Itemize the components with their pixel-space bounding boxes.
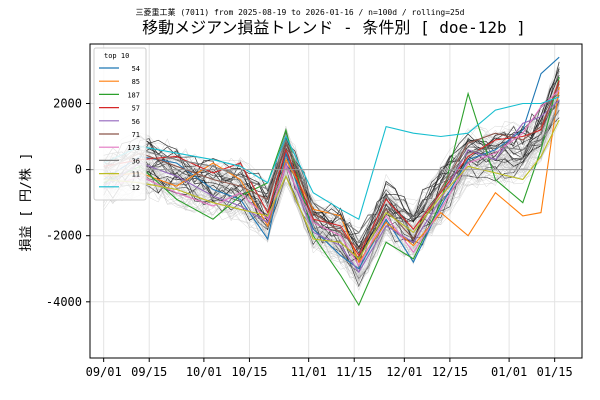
y-tick-label: 0 <box>75 163 82 177</box>
background-line <box>103 123 560 283</box>
x-tick-label: 01/01 <box>491 365 527 379</box>
x-tick-label: 11/01 <box>291 365 327 379</box>
x-tick-label: 09/01 <box>86 365 122 379</box>
background-line <box>103 94 560 263</box>
background-line <box>103 105 560 280</box>
background-line <box>103 100 560 262</box>
legend-label: 56 <box>132 118 140 126</box>
y-axis-label: 損益 [ 円/株 ] <box>19 153 34 252</box>
background-line <box>103 104 560 263</box>
background-line <box>103 68 560 240</box>
x-tick-label: 12/15 <box>432 365 468 379</box>
legend-label: 12 <box>132 184 140 192</box>
series-line-71 <box>103 83 560 250</box>
chart-title: 移動メジアン損益トレンド - 条件別 [ doe-12b ] <box>142 18 526 37</box>
legend-label: 85 <box>132 78 140 86</box>
background-line <box>103 99 560 282</box>
series-line-187 <box>103 76 560 307</box>
legend-label: 36 <box>132 157 140 165</box>
x-tick-label: 11/15 <box>336 365 372 379</box>
x-tick-label: 09/15 <box>131 365 167 379</box>
background-line <box>103 107 560 278</box>
series-line-36 <box>103 109 560 234</box>
series-group <box>103 56 560 307</box>
legend-label: 187 <box>127 91 140 99</box>
legend-label: 57 <box>132 105 140 113</box>
legend-box <box>93 47 147 201</box>
x-tick-label: 10/01 <box>186 365 222 379</box>
series-line-11 <box>103 119 560 260</box>
legend-title: top 10 <box>104 52 129 60</box>
background-line <box>103 100 560 251</box>
plot-area: 09/01 09/15 10/01 10/15 11/01 11/15 12/01 12/15… <box>46 43 583 379</box>
y-tick-label: -2000 <box>46 229 82 243</box>
background-line <box>103 94 560 255</box>
series-line-56 <box>103 99 560 274</box>
background-line <box>103 106 560 277</box>
legend-label: 11 <box>132 171 140 179</box>
background-line <box>103 109 560 291</box>
legend-label: 173 <box>127 144 140 152</box>
background-line <box>103 96 560 256</box>
y-tick-label: 2000 <box>53 96 82 110</box>
series-line-54 <box>103 56 560 270</box>
chart-subtitle: 三菱重工業 (7011) from 2025-08-19 to 2026-01-… <box>136 7 465 17</box>
series-line-12 <box>103 96 560 221</box>
background-line <box>103 90 560 278</box>
background-line <box>103 107 560 261</box>
x-tick-label: 12/01 <box>386 365 422 379</box>
background-line <box>103 103 560 275</box>
x-tick-label: 01/15 <box>537 365 573 379</box>
legend-label: 54 <box>132 65 140 73</box>
background-line <box>103 74 560 248</box>
x-tick-label: 10/15 <box>231 365 267 379</box>
plot-frame <box>89 43 583 359</box>
series-line-85 <box>103 86 560 264</box>
background-line <box>103 101 560 277</box>
y-tick-label: -4000 <box>46 295 82 309</box>
legend-label: 71 <box>132 131 140 139</box>
